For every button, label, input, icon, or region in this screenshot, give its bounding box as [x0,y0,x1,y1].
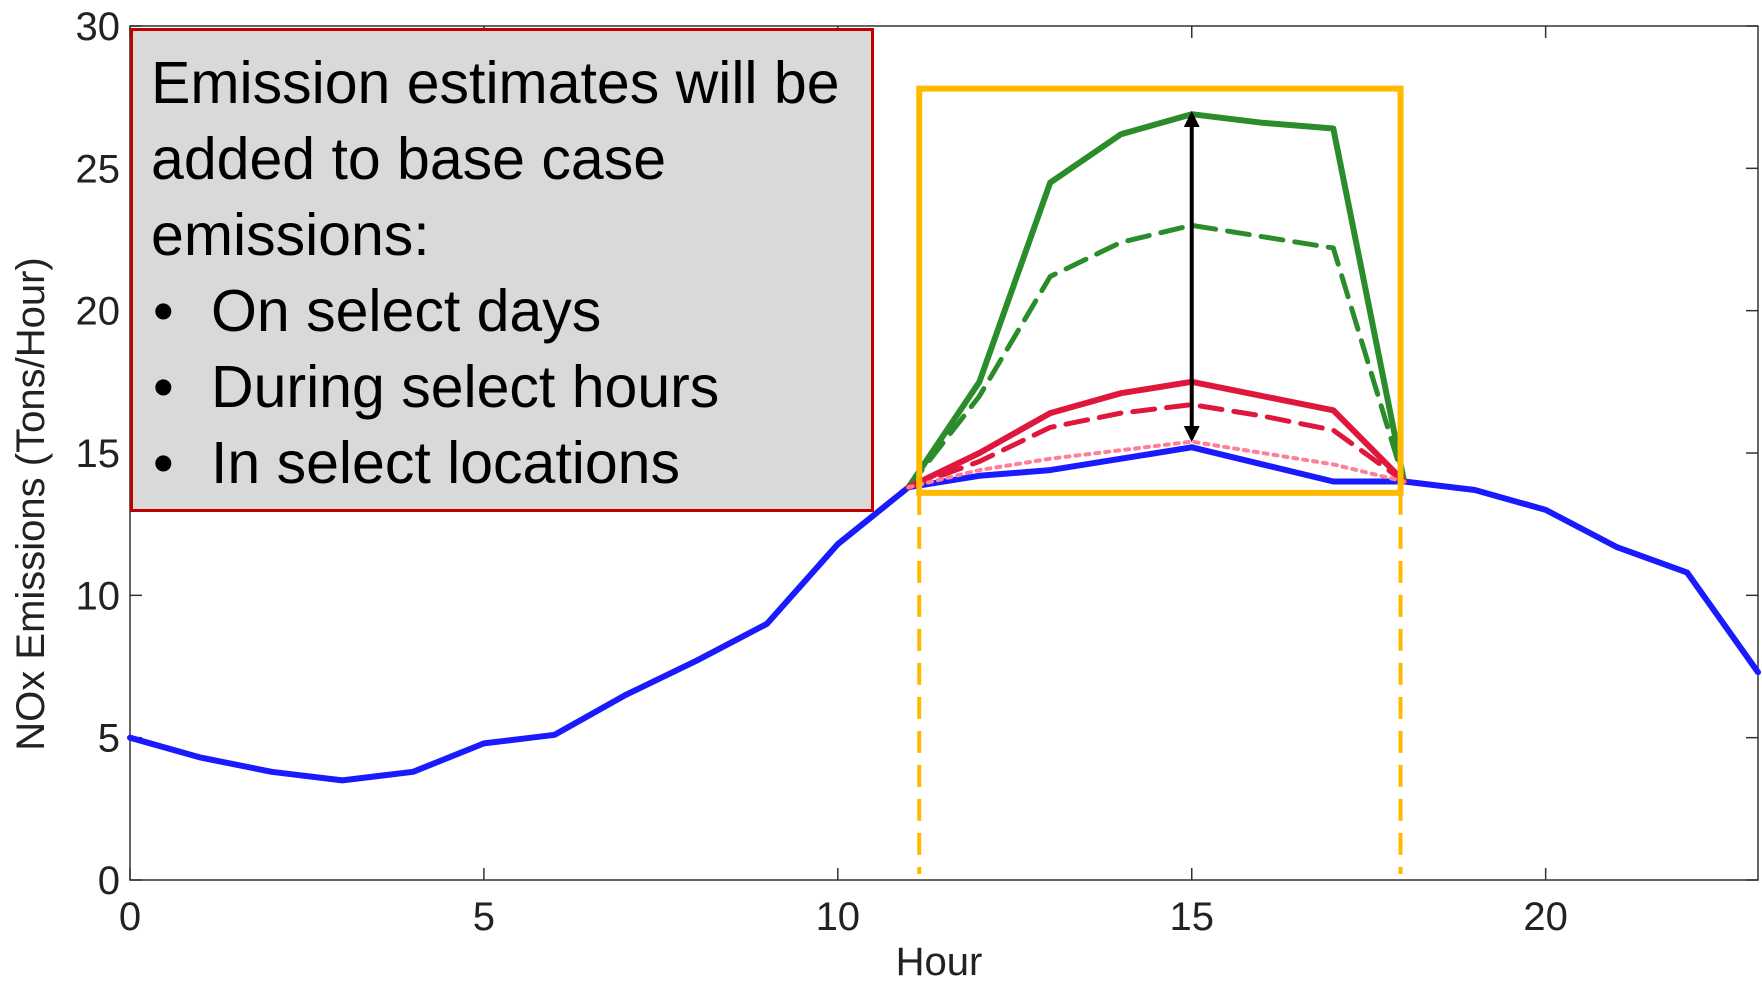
bullet-icon: • [153,278,174,344]
x-tick-label: 15 [1169,895,1214,939]
y-tick-label: 25 [76,147,121,191]
y-tick-label: 15 [76,432,121,476]
axis-tick-labels: 0 5 10 15 20 0 5 10 15 20 25 30 [76,5,1568,939]
x-tick-label: 5 [473,895,495,939]
y-tick-label: 30 [76,5,121,49]
series-line-4 [905,378,1408,491]
bullet-icon: • [153,430,174,496]
series-lines [127,111,1761,784]
series-line-6 [906,439,1407,490]
note-lead-text: Emission estimates will be added to base… [151,50,840,268]
note-bullet-item: • On select days [151,273,853,349]
note-bullet-item: • During select hours [151,349,853,425]
series-line-5 [906,402,1407,490]
bullet-icon: • [153,354,174,420]
x-tick-label: 10 [816,895,861,939]
note-bullet-text: During select hours [211,354,720,420]
x-axis-label: Hour [896,940,983,984]
x-tick-label: 0 [119,895,141,939]
y-tick-label: 10 [76,574,121,618]
y-axis-label: NOx Emissions (Tons/Hour) [9,257,53,750]
note-bullet-list: • On select days • During select hours •… [151,273,853,501]
note-box: Emission estimates will be added to base… [130,28,874,512]
y-tick-label: 5 [98,717,120,761]
annotations [916,85,1404,874]
y-tick-label: 0 [98,859,120,903]
series-line-2 [905,111,1408,491]
y-tick-label: 20 [76,290,121,334]
note-bullet-item: • In select locations [151,425,853,501]
highlight-box [916,85,1404,496]
series-line-1 [127,444,1761,784]
series-line-3 [906,222,1407,490]
note-bullet-text: On select days [211,278,602,344]
note-bullet-text: In select locations [211,430,680,496]
x-tick-label: 20 [1523,895,1568,939]
